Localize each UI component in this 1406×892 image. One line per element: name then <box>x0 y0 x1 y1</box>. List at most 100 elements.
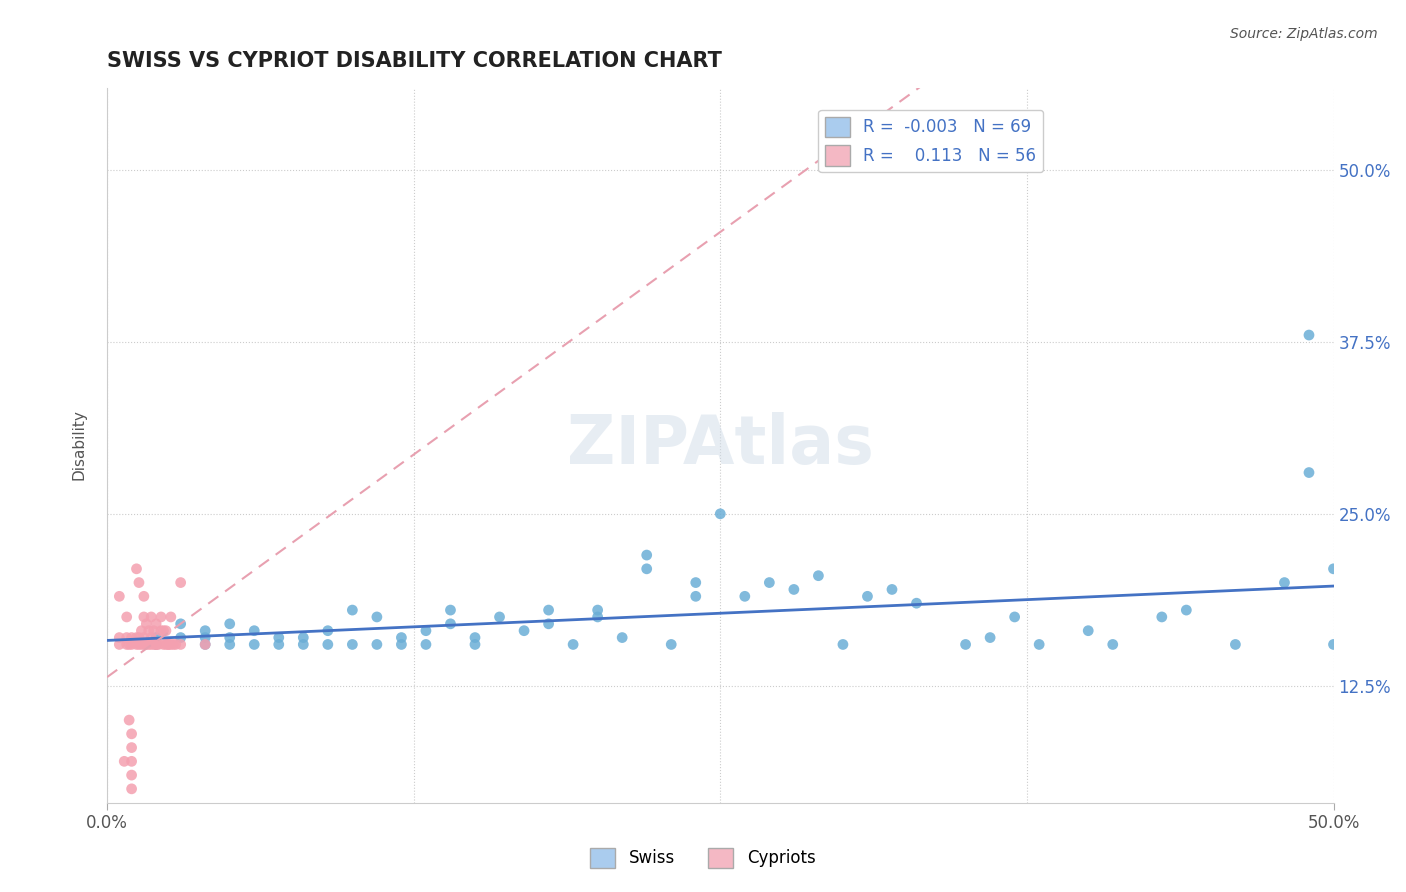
Point <box>138 624 160 638</box>
Point <box>131 624 153 638</box>
Point <box>513 624 536 638</box>
Point <box>537 616 560 631</box>
Point <box>218 631 240 645</box>
Point <box>1101 637 1123 651</box>
Point <box>316 637 339 651</box>
Point <box>955 637 977 651</box>
Point <box>108 590 131 604</box>
Point <box>128 575 150 590</box>
Point <box>586 610 609 624</box>
Point <box>169 575 191 590</box>
Point <box>659 637 682 651</box>
Point <box>152 624 174 638</box>
Point <box>138 637 160 651</box>
Point <box>537 603 560 617</box>
Point <box>1322 637 1344 651</box>
Point <box>1322 562 1344 576</box>
Point <box>464 637 486 651</box>
Y-axis label: Disability: Disability <box>72 409 86 481</box>
Point <box>141 631 163 645</box>
Point <box>905 596 928 610</box>
Point <box>141 610 163 624</box>
Point <box>155 624 177 638</box>
Point <box>145 616 167 631</box>
Point <box>115 610 138 624</box>
Point <box>141 637 163 651</box>
Point <box>267 631 290 645</box>
Point <box>391 631 413 645</box>
Point <box>155 637 177 651</box>
Point <box>562 637 585 651</box>
Point <box>636 548 658 562</box>
Point <box>243 637 266 651</box>
Legend: Swiss, Cypriots: Swiss, Cypriots <box>583 841 823 875</box>
Point <box>1396 637 1406 651</box>
Point <box>342 637 364 651</box>
Point <box>194 637 217 651</box>
Point <box>316 624 339 638</box>
Point <box>979 631 1001 645</box>
Legend: R =  -0.003   N = 69, R =    0.113   N = 56: R = -0.003 N = 69, R = 0.113 N = 56 <box>818 110 1043 172</box>
Point <box>157 637 180 651</box>
Point <box>132 637 155 651</box>
Point <box>157 637 180 651</box>
Text: ZIPAtlas: ZIPAtlas <box>567 412 873 478</box>
Point <box>1028 637 1050 651</box>
Point <box>115 637 138 651</box>
Point <box>342 603 364 617</box>
Point <box>685 575 707 590</box>
Point <box>145 637 167 651</box>
Point <box>1371 637 1393 651</box>
Point <box>734 590 756 604</box>
Point <box>165 637 187 651</box>
Point <box>685 590 707 604</box>
Point <box>169 631 191 645</box>
Point <box>243 624 266 638</box>
Point <box>128 631 150 645</box>
Point <box>150 610 173 624</box>
Point <box>194 624 217 638</box>
Point <box>856 590 879 604</box>
Point <box>586 603 609 617</box>
Point <box>169 637 191 651</box>
Point <box>135 616 157 631</box>
Point <box>162 637 184 651</box>
Point <box>115 631 138 645</box>
Point <box>1298 466 1320 480</box>
Point <box>415 637 437 651</box>
Point <box>142 624 165 638</box>
Point <box>415 624 437 638</box>
Point <box>108 637 131 651</box>
Point <box>125 637 148 651</box>
Point <box>118 637 141 651</box>
Point <box>709 507 731 521</box>
Point <box>121 755 143 769</box>
Point <box>121 781 143 796</box>
Point <box>1004 610 1026 624</box>
Point <box>148 637 170 651</box>
Point <box>292 637 315 651</box>
Point <box>108 631 131 645</box>
Point <box>464 631 486 645</box>
Point <box>880 582 903 597</box>
Point <box>636 562 658 576</box>
Point <box>125 562 148 576</box>
Point <box>1175 603 1198 617</box>
Point <box>758 575 780 590</box>
Point <box>132 631 155 645</box>
Point <box>125 631 148 645</box>
Point <box>135 637 157 651</box>
Point <box>160 610 183 624</box>
Text: SWISS VS CYPRIOT DISABILITY CORRELATION CHART: SWISS VS CYPRIOT DISABILITY CORRELATION … <box>107 51 721 70</box>
Point <box>145 631 167 645</box>
Point <box>439 616 461 631</box>
Point <box>1077 624 1099 638</box>
Point <box>439 603 461 617</box>
Point <box>366 637 388 651</box>
Point <box>132 590 155 604</box>
Point <box>292 631 315 645</box>
Point <box>112 755 135 769</box>
Point <box>121 740 143 755</box>
Point <box>121 631 143 645</box>
Point <box>1150 610 1173 624</box>
